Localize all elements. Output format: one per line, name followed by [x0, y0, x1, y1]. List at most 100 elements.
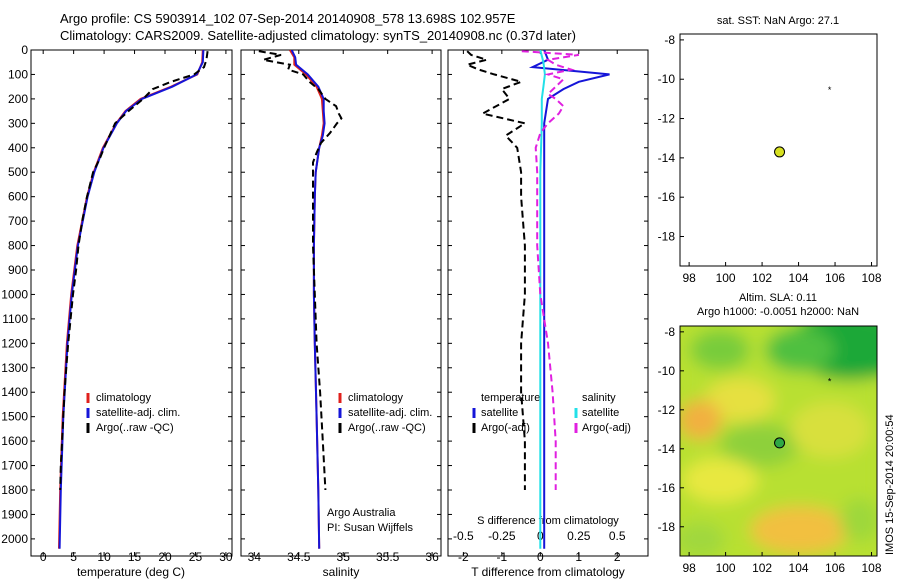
difference-series-line — [539, 50, 546, 549]
depth-tick-label: 1600 — [1, 434, 28, 448]
sla-map-xtick-label: 106 — [825, 561, 845, 575]
temperature-series-group — [58, 50, 209, 549]
sst-map-xtick-label: 102 — [752, 271, 772, 285]
temperature-xtick-label: 5 — [70, 550, 77, 564]
depth-tick-label: 1200 — [1, 336, 28, 350]
diff-legend-salinity-title: salinity — [582, 392, 616, 404]
diff-legend-temperature-title: temperature — [481, 392, 540, 404]
salinity-legend-label: climatology — [348, 392, 404, 404]
sla-map-xtick-label: 104 — [789, 561, 809, 575]
depth-tick-label: 300 — [8, 116, 28, 130]
sst-map-ytick-label: -8 — [664, 33, 675, 47]
sst-map-title: sat. SST: NaN Argo: 27.1 — [717, 15, 839, 27]
sla-map-xtick-label: 98 — [682, 561, 696, 575]
sst-map-star-marker: * — [828, 85, 832, 95]
difference-xlabel: T difference from climatology — [471, 565, 625, 579]
depth-tick-label: 1000 — [1, 287, 28, 301]
diff-legend-temp-label: Argo(-adj) — [481, 422, 530, 434]
sla-map-ytick-label: -8 — [664, 325, 675, 339]
sla-map-ytick-label: -10 — [658, 364, 676, 378]
difference-xtick-label: 2 — [614, 550, 621, 564]
depth-tick-label: 0 — [21, 43, 28, 57]
temperature-xtick-label: 0 — [40, 550, 47, 564]
depth-tick-label: 600 — [8, 190, 28, 204]
depth-tick-label: 200 — [8, 92, 28, 106]
sst-map-argo-position-marker — [774, 146, 786, 158]
header-line2: Climatology: CARS2009. Satellite-adjuste… — [60, 28, 576, 43]
sla-map-argo-position-marker — [774, 437, 786, 449]
salinity-annotation-org: Argo Australia — [327, 507, 396, 519]
salinity-xtick-label: 35.5 — [376, 550, 400, 564]
difference-series-line — [464, 50, 528, 490]
salinity-xtick-label: 36 — [425, 550, 439, 564]
sla-map-ytick-label: -16 — [658, 481, 676, 495]
sla-map-xtick-label: 100 — [716, 561, 736, 575]
sst-map-xtick-label: 106 — [825, 271, 845, 285]
salinity-panel-frame — [240, 49, 442, 557]
difference-top-tick-label: -0.5 — [453, 529, 474, 543]
sst-map-xtick-label: 100 — [716, 271, 736, 285]
salinity-xlabel: salinity — [323, 565, 360, 579]
temperature-series-line — [58, 50, 204, 549]
depth-tick-label: 800 — [8, 239, 28, 253]
sla-map-star-marker: * — [828, 377, 832, 387]
salinity-series-line — [290, 50, 326, 549]
sst-map-ytick-label: -10 — [658, 72, 676, 86]
sst-map-ytick-label: -14 — [658, 151, 676, 165]
difference-xtick-label: -1 — [497, 550, 508, 564]
sla-map-frame — [679, 325, 878, 557]
depth-tick-label: 100 — [8, 67, 28, 81]
depth-tick-label: 1700 — [1, 459, 28, 473]
sst-map-frame — [679, 33, 878, 267]
diff-legend-sal-label: Argo(-adj) — [582, 422, 631, 434]
depth-tick-label: 400 — [8, 141, 28, 155]
depth-tick-label: 1800 — [1, 483, 28, 497]
sst-map-xtick-label: 104 — [789, 271, 809, 285]
temperature-legend-label: Argo(..raw -QC) — [96, 422, 174, 434]
temperature-panel-frame — [30, 49, 233, 557]
temperature-xtick-label: 15 — [128, 550, 142, 564]
sst-map-ytick-label: -18 — [658, 230, 676, 244]
diff-legend-sal-label: satellite — [582, 407, 619, 419]
difference-xtick-label: 1 — [575, 550, 582, 564]
legend-layer: climatology satellite-adj. clim. Argo(..ra… — [86, 392, 631, 434]
salinity-xtick-label: 35 — [337, 550, 351, 564]
sla-map-xtick-label: 102 — [752, 561, 772, 575]
difference-xtick-label: 0 — [537, 550, 544, 564]
difference-panel-frame — [447, 49, 649, 557]
depth-tick-label: 1100 — [2, 312, 28, 326]
difference-xtick-label: -2 — [458, 550, 469, 564]
temperature-legend-label: climatology — [96, 392, 152, 404]
depth-tick-label: 2000 — [1, 532, 28, 546]
tick-layer: 0100200300400500600700800900100011001200… — [1, 33, 882, 575]
sla-map-ytick-label: -12 — [658, 403, 676, 417]
salinity-series-group — [258, 50, 343, 549]
depth-tick-label: 1500 — [1, 410, 28, 424]
imos-timestamp-label: IMOS 15-Sep-2014 20:00:54 — [884, 414, 896, 555]
temperature-xtick-label: 10 — [97, 550, 111, 564]
difference-top-label: S difference from climatology — [477, 515, 619, 527]
sla-map-xtick-label: 108 — [862, 561, 882, 575]
sst-map-xtick-label: 98 — [682, 271, 696, 285]
temperature-series-line — [59, 51, 209, 491]
sst-map-xtick-label: 108 — [862, 271, 882, 285]
salinity-xtick-label: 34.5 — [287, 550, 311, 564]
sla-map-title-line1: Altim. SLA: 0.11 — [739, 292, 817, 304]
temperature-xtick-label: 25 — [189, 550, 203, 564]
sla-heatmap — [680, 326, 877, 556]
difference-top-tick-label: 0.5 — [609, 529, 626, 543]
diff-legend-temp-label: satellite — [481, 407, 518, 419]
sla-map-ytick-label: -18 — [658, 520, 676, 534]
depth-tick-label: 1300 — [1, 361, 28, 375]
difference-top-tick-label: -0.25 — [488, 529, 516, 543]
salinity-legend-label: satellite-adj. clim. — [348, 407, 432, 419]
salinity-annotation-pi: PI: Susan Wijffels — [327, 522, 413, 534]
depth-tick-label: 700 — [8, 214, 28, 228]
difference-series-line — [528, 50, 610, 549]
temperature-xlabel: temperature (deg C) — [77, 565, 185, 579]
line-layer — [58, 50, 610, 549]
sla-map-title-line2: Argo h1000: -0.0051 h2000: NaN — [697, 306, 859, 318]
sst-map-ytick-label: -12 — [658, 112, 676, 126]
depth-tick-label: 900 — [8, 263, 28, 277]
